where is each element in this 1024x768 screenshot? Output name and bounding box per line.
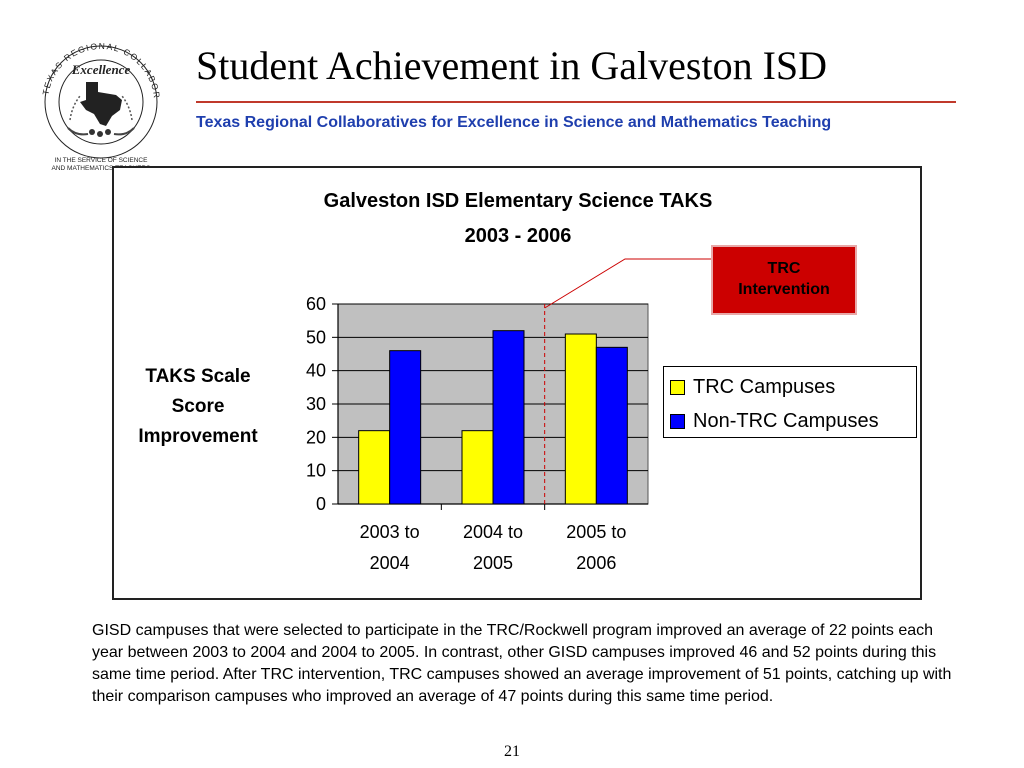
legend-item-non-trc: Non-TRC Campuses	[670, 409, 879, 433]
callout-line-1: TRC	[767, 260, 801, 278]
y-tick-label: 20	[306, 427, 326, 447]
x-tick-label: 2005	[473, 553, 513, 573]
y-axis-label: TAKS Scale Score Improvement	[138, 366, 258, 447]
bar-trc-0	[358, 430, 391, 505]
bar-non-trc-1	[492, 330, 525, 505]
bar-trc-1	[461, 430, 494, 505]
slide-title: Student Achievement in Galveston ISD	[196, 43, 828, 88]
title-divider	[196, 101, 956, 103]
chart-title: Galveston ISD Elementary Science TAKS	[324, 190, 713, 212]
x-tick-label: 2006	[576, 553, 616, 573]
legend-swatch-non-trc	[670, 413, 685, 429]
bar-non-trc-0	[389, 350, 422, 505]
x-tick-label: 2003 to	[360, 522, 420, 542]
y-tick-label: 40	[306, 361, 326, 381]
bar-non-trc-2	[595, 346, 628, 505]
callout-connector	[544, 258, 713, 309]
trc-intervention-callout: TRC Intervention	[711, 245, 857, 315]
x-tick-label: 2004 to	[463, 522, 523, 542]
legend-swatch-trc	[670, 379, 685, 395]
y-tick-label: 0	[316, 494, 326, 514]
legend-label-trc: TRC Campuses	[693, 375, 836, 398]
bar-chart: Galveston ISD Elementary Science TAKS 20…	[138, 190, 713, 573]
bar-trc-2	[564, 333, 597, 505]
callout-line-2: Intervention	[738, 281, 830, 298]
y-tick-label: 30	[306, 394, 326, 414]
slide-subtitle: Texas Regional Collaboratives for Excell…	[196, 114, 832, 131]
y-tick-label: 10	[306, 461, 326, 481]
y-axis-label-line: Score	[172, 396, 225, 417]
callout-leader-line	[544, 258, 713, 309]
legend-label-non-trc: Non-TRC Campuses	[693, 409, 879, 432]
page-number: 21	[504, 743, 520, 760]
x-tick-label: 2004	[370, 553, 410, 573]
trc-logo: TEXAS REGIONAL COLLABORATIVES Excellence…	[36, 40, 161, 172]
chart-subtitle: 2003 - 2006	[465, 225, 572, 247]
slide-caption: GISD campuses that were selected to part…	[92, 622, 952, 705]
logo-tagline-2: AND MATHEMATICS TEACHERS	[52, 165, 152, 172]
y-tick-label: 50	[306, 327, 326, 347]
y-axis-label-line: TAKS Scale	[145, 366, 250, 387]
y-axis-label-line: Improvement	[138, 426, 258, 447]
logo-script-text: Excellence	[71, 62, 131, 77]
x-tick-label: 2005 to	[566, 522, 626, 542]
legend-item-trc: TRC Campuses	[670, 375, 835, 399]
y-tick-label: 60	[306, 294, 326, 314]
plot-area: 0 10 20 30 40 50 60 2003 to 2004 2004 to 2005 2005 …	[306, 294, 649, 573]
chart-legend: TRC Campuses Non-TRC Campuses	[663, 366, 917, 438]
texas-shape-icon	[80, 82, 122, 126]
logo-tagline-1: IN THE SERVICE OF SCIENCE	[55, 157, 149, 164]
